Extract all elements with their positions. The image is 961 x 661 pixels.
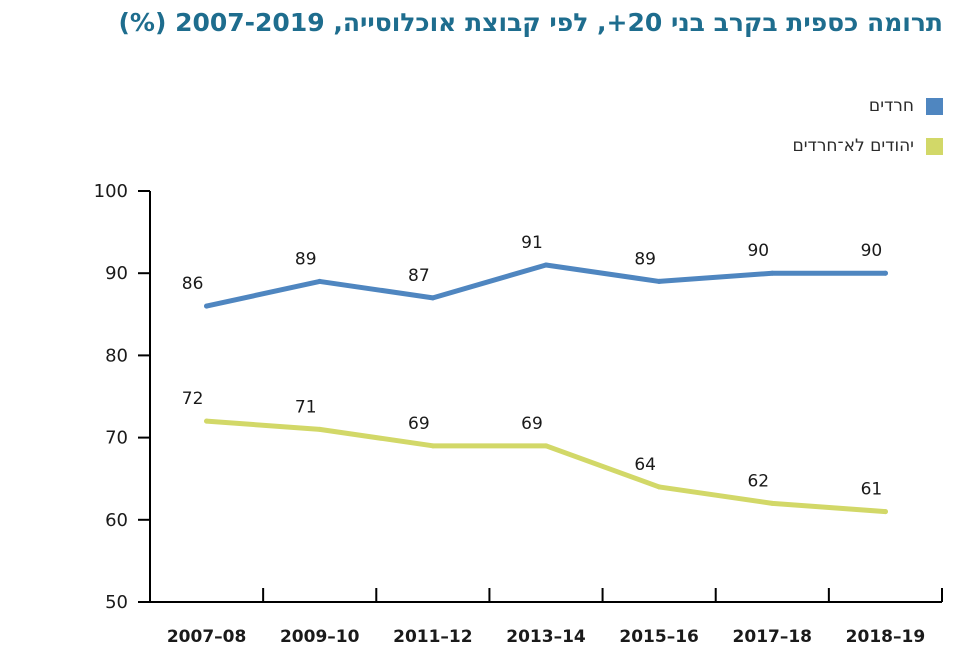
data-label: 72 [182, 389, 204, 409]
series-line-0 [204, 262, 888, 309]
y-tick-label: 60 [105, 510, 128, 531]
data-label: 90 [747, 241, 769, 261]
x-tick-label: 2011–12 [393, 627, 472, 647]
y-tick-label: 50 [105, 592, 128, 613]
legend-swatch-non-haredi-jews [926, 137, 943, 155]
data-label: 87 [408, 266, 430, 286]
data-point [656, 484, 662, 490]
chart-title: תרומה כספית בקרב בני 20+, לפי קבוצת אוכל… [118, 8, 943, 37]
data-label: 69 [408, 414, 430, 434]
data-label: 86 [182, 274, 204, 294]
data-label: 69 [521, 414, 543, 434]
data-label: 61 [861, 480, 883, 500]
y-tick-label: 90 [105, 263, 128, 284]
data-label: 62 [747, 471, 769, 491]
legend-item-non-haredi-jews: יהודים לא־חרדים [623, 134, 943, 158]
data-point [430, 295, 436, 301]
data-label: 91 [521, 233, 543, 253]
data-point [882, 270, 888, 276]
data-point [543, 262, 549, 268]
data-point [204, 418, 210, 424]
data-point [317, 278, 323, 284]
legend: חרדים יהודים לא־חרדים [623, 94, 943, 174]
data-point [430, 443, 436, 449]
x-tick-label: 2018–19 [846, 627, 925, 647]
x-tick-label: 2013–14 [506, 627, 586, 647]
y-tick-label: 100 [94, 181, 128, 202]
y-tick-label: 70 [105, 428, 128, 449]
data-point [317, 426, 323, 432]
series-line-1 [204, 418, 888, 515]
data-point [543, 443, 549, 449]
x-tick-label: 2017–18 [733, 627, 812, 647]
x-tick-label: 2015–16 [619, 627, 698, 647]
x-tick-label: 2007–08 [167, 627, 246, 647]
data-label: 90 [861, 241, 883, 261]
legend-label-non-haredi-jews: יהודים לא־חרדים [792, 136, 914, 156]
data-point [656, 278, 662, 284]
legend-swatch-haredim [926, 97, 943, 115]
x-tick-label: 2009–10 [280, 627, 360, 647]
legend-item-haredim: חרדים [623, 94, 943, 118]
data-label: 64 [634, 455, 656, 475]
y-tick-label: 80 [105, 345, 128, 366]
legend-label-haredim: חרדים [868, 96, 914, 116]
data-label: 89 [295, 249, 317, 269]
data-point [769, 270, 775, 276]
data-label: 89 [634, 249, 656, 269]
data-point [882, 509, 888, 515]
data-point [769, 500, 775, 506]
data-label: 71 [295, 397, 317, 417]
data-point [204, 303, 210, 309]
